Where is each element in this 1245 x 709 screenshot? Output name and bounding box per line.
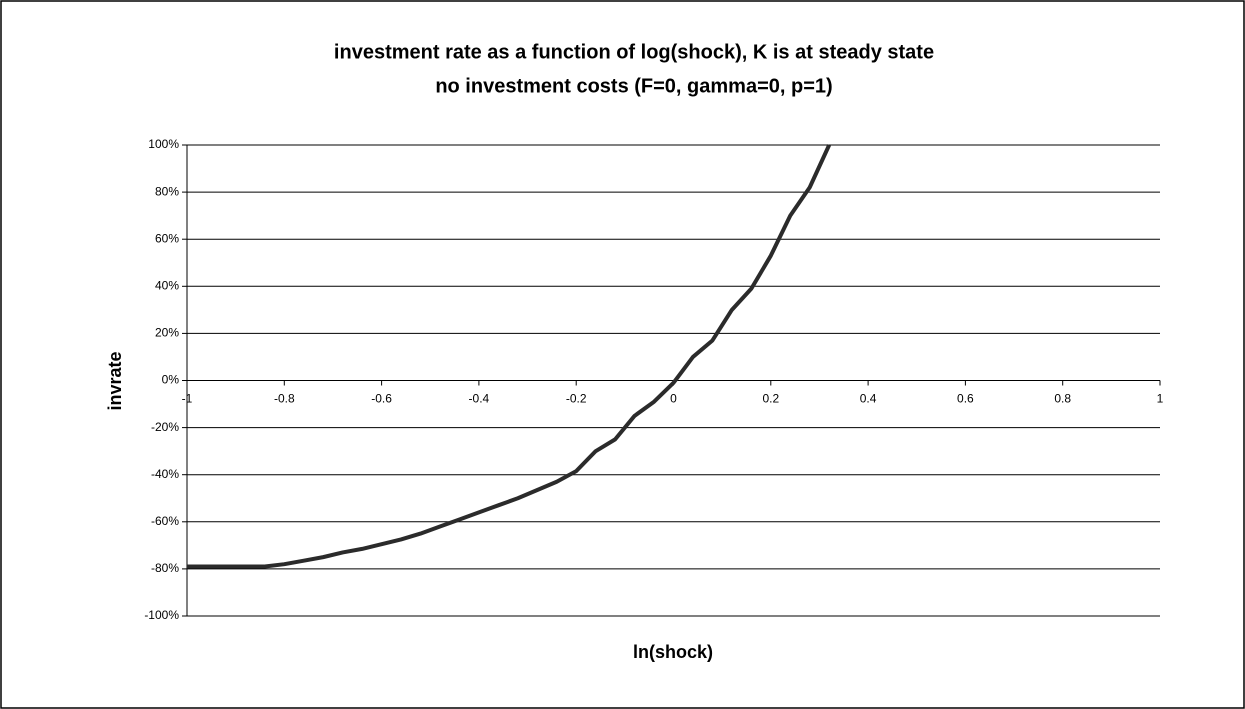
x-tick-label: 1	[1157, 392, 1164, 406]
x-tick-label: -0.8	[274, 392, 295, 406]
y-tick-label: 60%	[155, 231, 179, 245]
x-tick-label: 0.8	[1054, 392, 1071, 406]
x-tick-label: 0	[670, 392, 677, 406]
chart-title: no investment costs (F=0, gamma=0, p=1)	[435, 75, 832, 97]
x-axis-title: ln(shock)	[633, 642, 713, 662]
x-tick-label: 0.2	[762, 392, 779, 406]
y-tick-label: -20%	[151, 420, 179, 434]
chart-title: investment rate as a function of log(sho…	[334, 41, 934, 63]
x-tick-label: -0.2	[566, 392, 587, 406]
y-tick-label: -40%	[151, 467, 179, 481]
y-tick-label: 0%	[162, 373, 180, 387]
x-tick-label: -0.4	[469, 392, 490, 406]
y-tick-label: -80%	[151, 561, 179, 575]
y-tick-label: 100%	[148, 137, 179, 151]
x-tick-label: -0.6	[371, 392, 392, 406]
y-tick-label: -60%	[151, 514, 179, 528]
x-tick-label: -1	[182, 392, 193, 406]
x-tick-label: 0.4	[860, 392, 877, 406]
y-tick-label: 80%	[155, 184, 179, 198]
y-tick-label: 40%	[155, 278, 179, 292]
y-tick-label: 20%	[155, 326, 179, 340]
y-axis-title: invrate	[105, 351, 125, 410]
y-tick-label: -100%	[144, 608, 179, 622]
x-tick-label: 0.6	[957, 392, 974, 406]
data-line	[187, 144, 831, 569]
